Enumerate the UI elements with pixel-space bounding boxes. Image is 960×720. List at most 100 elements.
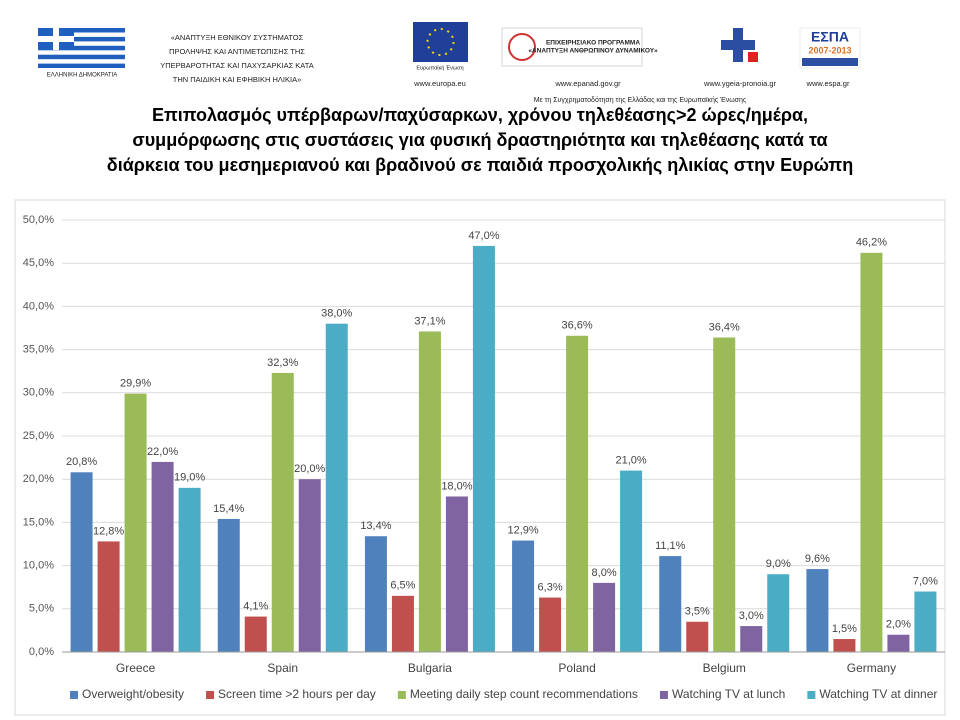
- value-label: 19,0%: [174, 472, 205, 484]
- x-tick-label: Belgium: [703, 661, 746, 675]
- bar: [70, 472, 93, 652]
- value-label: 15,4%: [213, 503, 244, 515]
- org-line: ΠΡΟΛΗΨΗΣ ΚΑΙ ΑΝΤΙΜΕΤΩΠΙΣΗΣ ΤΗΣ: [169, 47, 305, 56]
- y-tick-label: 50,0%: [23, 214, 54, 226]
- value-label: 21,0%: [615, 454, 646, 466]
- value-label: 1,5%: [832, 623, 857, 635]
- y-tick-label: 20,0%: [23, 473, 54, 485]
- legend-swatch: [70, 691, 78, 699]
- espa-years: 2007-2013: [808, 45, 851, 55]
- program-line: «ΑΝΑΠΤΥΞΗ ΑΝΘΡΩΠΙΝΟΥ ΔΥΝΑΜΙΚΟΥ»: [528, 48, 658, 55]
- bar: [97, 541, 120, 652]
- y-tick-label: 0,0%: [29, 646, 54, 658]
- value-label: 3,0%: [739, 610, 764, 622]
- bar: [151, 461, 174, 652]
- espa-logo: [799, 27, 861, 69]
- org-line: ΥΠΕΡΒΑΡΟΤΗΤΑΣ ΚΑΙ ΠΑΧΥΣΑΡΚΙΑΣ ΚΑΤΑ: [160, 61, 314, 70]
- eu-logo: [413, 22, 468, 62]
- greek-flag: [38, 28, 125, 68]
- legend-label: Watching TV at lunch: [672, 687, 785, 701]
- value-label: 12,8%: [93, 525, 124, 537]
- ministry-logo: [718, 26, 758, 64]
- x-tick-label: Bulgaria: [408, 661, 452, 675]
- bar: [539, 597, 562, 652]
- bar: [217, 518, 240, 652]
- y-tick-label: 5,0%: [29, 603, 54, 615]
- legend-swatch: [206, 691, 215, 699]
- url: www.ygeia-pronoia.gr: [703, 79, 777, 88]
- value-label: 8,0%: [592, 567, 617, 579]
- value-label: 29,9%: [120, 378, 151, 390]
- bar: [271, 372, 294, 652]
- bar: [686, 621, 709, 652]
- bar: [512, 540, 535, 652]
- value-label: 6,3%: [538, 581, 563, 593]
- y-tick-label: 45,0%: [23, 257, 54, 269]
- value-label: 20,8%: [66, 456, 97, 468]
- bar: [566, 335, 589, 652]
- value-label: 22,0%: [147, 446, 178, 458]
- country: ΕΛΛΗΝΙΚΗ ΔΗΜΟΚΡΑΤΙΑ: [47, 73, 117, 79]
- bar: [325, 323, 348, 652]
- bar: [806, 569, 829, 652]
- x-tick-label: Greece: [116, 661, 156, 675]
- value-label: 12,9%: [507, 524, 538, 536]
- bar: [713, 337, 736, 652]
- x-tick-label: Germany: [847, 661, 896, 675]
- bar: [767, 574, 790, 652]
- cofunding: Με τη Συγχρηματοδότηση της Ελλάδας και τ…: [534, 96, 747, 104]
- chart-frame: [14, 199, 946, 716]
- chart-title: διάρκεια του μεσημεριανού και βραδινού σ…: [107, 155, 853, 175]
- eu-label: Ευρωπαϊκή Ένωση: [416, 64, 463, 71]
- y-tick-label: 15,0%: [23, 516, 54, 528]
- value-label: 46,2%: [856, 237, 887, 249]
- bar: [244, 616, 267, 652]
- bar: [833, 639, 856, 652]
- bar: [472, 245, 495, 653]
- value-label: 47,0%: [468, 230, 499, 242]
- legend-swatch: [659, 691, 668, 699]
- url: www.epanad.gov.gr: [554, 79, 621, 88]
- value-label: 38,0%: [321, 308, 352, 320]
- legend-label: Overweight/obesity: [82, 687, 184, 701]
- value-label: 9,6%: [805, 553, 830, 565]
- y-tick-label: 35,0%: [23, 344, 54, 356]
- bar: [659, 556, 682, 652]
- legend-swatch: [807, 691, 816, 699]
- value-label: 32,3%: [267, 357, 298, 369]
- bar: [740, 626, 763, 652]
- value-label: 7,0%: [913, 575, 938, 587]
- y-tick-label: 25,0%: [23, 430, 54, 442]
- value-label: 11,1%: [655, 540, 686, 552]
- value-label: 37,1%: [414, 315, 445, 327]
- bar: [124, 393, 147, 652]
- y-tick-label: 10,0%: [23, 560, 54, 572]
- bar: [620, 470, 643, 652]
- chart-title: Επιπολασμός υπέρβαρων/παχύσαρκων, χρόνου…: [152, 105, 808, 125]
- chart-title: συμμόρφωσης στις συστάσεις για φυσική δρ…: [132, 130, 827, 150]
- value-label: 36,4%: [709, 321, 740, 333]
- bar: [298, 479, 321, 652]
- value-label: 2,0%: [886, 619, 911, 631]
- legend-label: Screen time >2 hours per day: [218, 687, 376, 701]
- bar: [364, 536, 387, 652]
- bar: [178, 487, 201, 652]
- bar: [860, 252, 883, 652]
- org-line: «ΑΝΑΠΤΥΞΗ ΕΘΝΙΚΟΥ ΣΥΣΤΗΜΑΤΟΣ: [171, 33, 304, 42]
- x-tick-label: Poland: [558, 661, 595, 675]
- y-tick-label: 30,0%: [23, 387, 54, 399]
- url: www.espa.gr: [806, 79, 850, 88]
- value-label: 9,0%: [766, 558, 791, 570]
- bar: [418, 331, 441, 652]
- value-label: 6,5%: [390, 580, 415, 592]
- value-label: 18,0%: [441, 480, 472, 492]
- espa: ΕΣΠΑ: [811, 29, 849, 45]
- y-tick-label: 40,0%: [23, 300, 54, 312]
- legend-label: Meeting daily step count recommendations: [410, 687, 638, 701]
- bar: [445, 496, 468, 652]
- org-line: ΤΗΝ ΠΑΙΔΙΚΗ ΚΑΙ ΕΦΗΒΙΚΗ ΗΛΙΚΙΑ»: [173, 75, 302, 84]
- bar: [914, 591, 937, 652]
- legend-label: Watching TV at dinner: [819, 687, 937, 701]
- program-logo: [501, 27, 643, 67]
